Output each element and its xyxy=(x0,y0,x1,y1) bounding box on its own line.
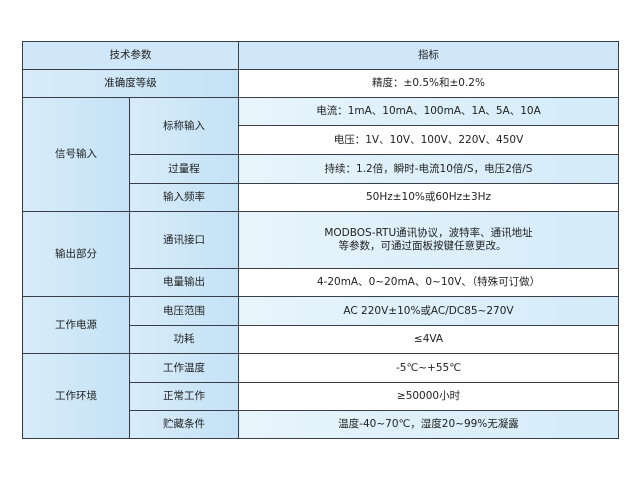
overload-value: 持续：1.2倍，瞬时-电流10倍/S，电压2倍/S xyxy=(238,154,619,184)
accuracy-value: 精度：±0.5%和±0.2% xyxy=(238,69,619,98)
table-row: 贮藏条件 温度-40~70℃，湿度20~99%无凝露 xyxy=(23,410,619,439)
storage-label: 贮藏条件 xyxy=(129,410,239,439)
spec-table: 技术参数 指标 准确度等级 精度：±0.5%和±0.2% 信号输入 标称输入 电… xyxy=(22,41,619,439)
frequency-label: 输入频率 xyxy=(129,183,239,212)
temp-value: -5℃~+55℃ xyxy=(238,353,619,383)
consumption-label: 功耗 xyxy=(129,325,239,354)
header-row: 技术参数 指标 xyxy=(22,41,619,70)
table-row: 工作环境 工作温度 -5℃~+55℃ xyxy=(22,353,619,439)
comm-value: MODBOS-RTU通讯协议，波特率、通讯地址 等参数，可通过面板按键任意更改。 xyxy=(238,211,619,269)
range-value: AC 220V±10%或AC/DC85~270V xyxy=(238,296,619,326)
life-label: 正常工作 xyxy=(129,382,239,411)
table-row: 电压：1V、10V、100V、220V、450V xyxy=(23,125,619,155)
nominal-voltage: 电压：1V、10V、100V、220V、450V xyxy=(238,125,619,155)
nominal-label: 标称输入 xyxy=(129,97,239,155)
comm-label: 通讯接口 xyxy=(129,211,239,269)
comm-line1: MODBOS-RTU通讯协议，波特率、通讯地址 xyxy=(324,227,533,239)
analog-label: 电量输出 xyxy=(129,268,239,297)
accuracy-label: 准确度等级 xyxy=(22,69,239,98)
analog-value: 4-20mA、0~20mA、0~10V、（特殊可订做） xyxy=(238,268,619,297)
header-param: 技术参数 xyxy=(22,41,239,70)
comm-line2: 等参数，可通过面板按键任意更改。 xyxy=(338,240,507,252)
storage-value: 温度-40~70℃，湿度20~99%无凝露 xyxy=(238,410,619,439)
table-row: 功耗 ≤4VA xyxy=(23,325,619,354)
output-group: 输出部分 xyxy=(22,211,130,297)
table-row: 输出部分 通讯接口 MODBOS-RTU通讯协议，波特率、通讯地址 等参数，可通… xyxy=(22,211,619,297)
power-group: 工作电源 xyxy=(22,296,130,354)
environment-group: 工作环境 xyxy=(22,353,130,439)
table-row: 输入频率 50Hz±10%或60Hz±3Hz xyxy=(23,183,619,212)
table-row: 信号输入 标称输入 电流：1mA、10mA、100mA、1A、5A、10A xyxy=(22,97,619,212)
temp-label: 工作温度 xyxy=(129,353,239,383)
overload-label: 过量程 xyxy=(129,154,239,184)
consumption-value: ≤4VA xyxy=(238,325,619,354)
table-row: 正常工作 ≥50000小时 xyxy=(23,382,619,411)
table-row: 准确度等级 精度：±0.5%和±0.2% xyxy=(22,69,619,98)
life-value: ≥50000小时 xyxy=(238,382,619,411)
signal-input-group: 信号输入 xyxy=(22,97,130,212)
table-row: 工作电源 电压范围 AC 220V±10%或AC/DC85~270V xyxy=(22,296,619,354)
header-spec: 指标 xyxy=(238,41,619,70)
table-row: 电量输出 4-20mA、0~20mA、0~10V、（特殊可订做） xyxy=(23,268,619,297)
frequency-value: 50Hz±10%或60Hz±3Hz xyxy=(238,183,619,212)
range-label: 电压范围 xyxy=(129,296,239,326)
nominal-current: 电流：1mA、10mA、100mA、1A、5A、10A xyxy=(238,97,619,126)
